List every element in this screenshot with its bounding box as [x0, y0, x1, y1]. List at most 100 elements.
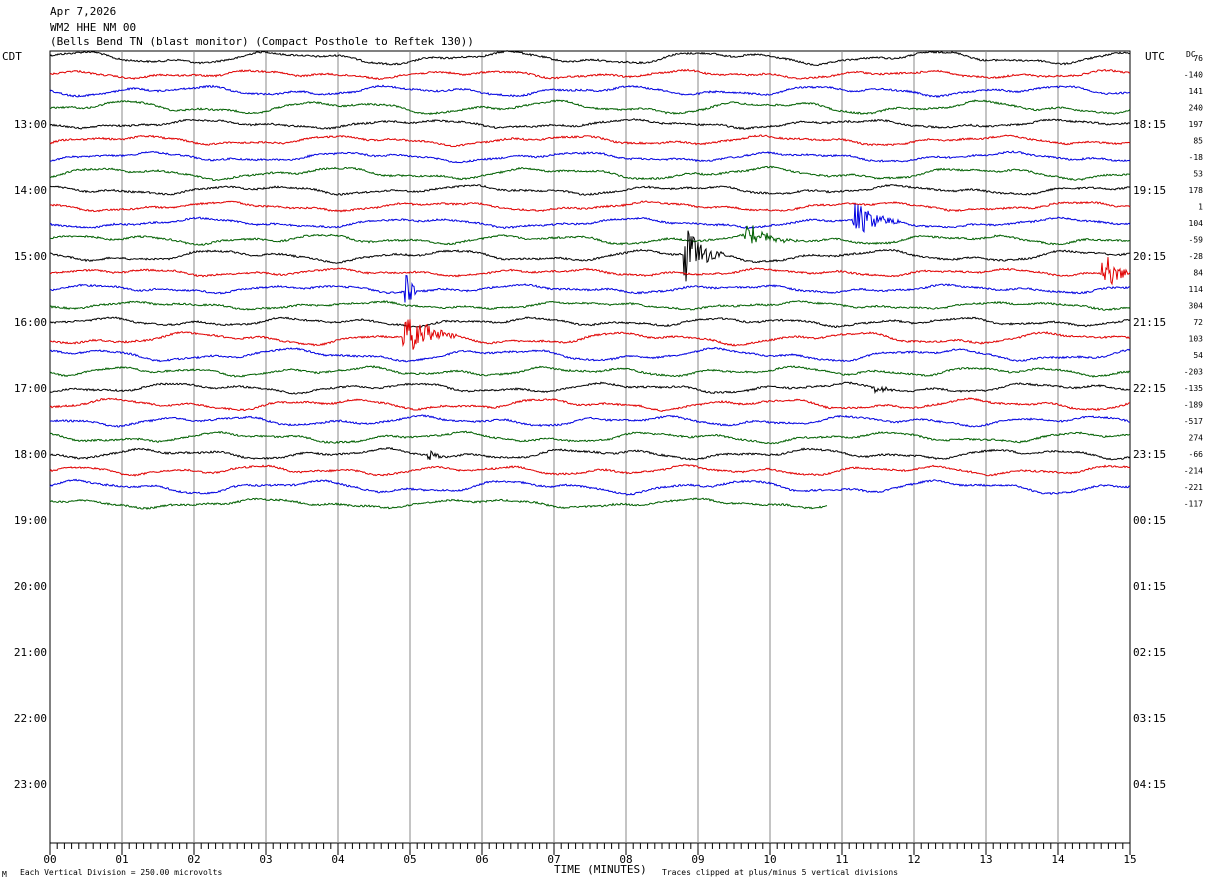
right-hour-label: 18:15 [1133, 118, 1166, 131]
dc-offset-label: -189 [1184, 401, 1203, 410]
right-hour-label: 20:15 [1133, 250, 1166, 263]
trace-row [49, 200, 1131, 213]
dc-offset-labels: 76 -140 141 240 197 85 -18 53 178 1 104 -59 -28 84 114… [1184, 54, 1203, 509]
dc-offset-label: -28 [1189, 252, 1204, 261]
right-hour-label: 19:15 [1133, 184, 1166, 197]
trace-row [49, 84, 1131, 99]
dc-offset-label: 104 [1189, 219, 1204, 228]
x-tick-label: 04 [331, 853, 345, 866]
dc-offset-label: -517 [1184, 417, 1203, 426]
x-tick-label: 03 [259, 853, 272, 866]
trace-row [49, 150, 1131, 164]
trace-row [49, 118, 1131, 131]
right-hour-label: 03:15 [1133, 712, 1166, 725]
x-tick-label: 12 [907, 853, 920, 866]
trace-row [49, 497, 828, 510]
dc-offset-label: -135 [1184, 384, 1203, 393]
dc-offset-label: 114 [1189, 285, 1204, 294]
dc-offset-label: -214 [1184, 467, 1203, 476]
header-date: Apr 7,2026 [50, 5, 116, 18]
left-hour-label: 18:00 [14, 448, 47, 461]
x-tick-label: 00 [43, 853, 56, 866]
dc-offset-label: 197 [1189, 120, 1204, 129]
trace-row [49, 134, 1131, 148]
trace-row [49, 203, 1131, 234]
dc-offset-label: 54 [1193, 351, 1203, 360]
left-hour-label: 15:00 [14, 250, 47, 263]
right-hour-label: 23:15 [1133, 448, 1166, 461]
dc-offset-label: 85 [1193, 137, 1203, 146]
right-hour-label: 01:15 [1133, 580, 1166, 593]
x-tick-labels: 00 01 02 03 04 05 06 07 08 09 10 11 12 13 14 15 [43, 853, 1136, 866]
left-hour-label: 16:00 [14, 316, 47, 329]
x-tick-label: 05 [403, 853, 416, 866]
trace-row [49, 346, 1131, 363]
trace-row [49, 184, 1131, 196]
dc-offset-label: -221 [1184, 483, 1203, 492]
x-tick-label: 11 [835, 853, 848, 866]
trace-row [49, 316, 1131, 328]
trace-row [49, 365, 1131, 378]
trace-row [49, 397, 1131, 412]
trace-row [49, 478, 1131, 496]
trace-row [49, 464, 1131, 477]
dc-offset-label: 240 [1189, 104, 1204, 113]
dc-offset-label: 304 [1189, 302, 1204, 311]
clip-note: Traces clipped at plus/minus 5 vertical … [662, 868, 898, 877]
dc-offset-label: 178 [1189, 186, 1204, 195]
dc-offset-label: -18 [1189, 153, 1204, 162]
right-hour-labels: 18:15 19:15 20:15 21:15 22:15 23:15 00:15 01:15… [1133, 118, 1166, 791]
trace-row [49, 381, 1131, 395]
x-tick-label: 13 [979, 853, 992, 866]
header-description: (Bells Bend TN (blast monitor) (Compact … [50, 35, 474, 48]
trace-row [50, 446, 1131, 461]
dc-offset-label: 53 [1193, 170, 1203, 179]
trace-row [49, 319, 1131, 350]
dc-offset-label: -203 [1184, 368, 1203, 377]
right-hour-label: 22:15 [1133, 382, 1166, 395]
seismic-traces [49, 50, 1131, 510]
right-hour-label: 00:15 [1133, 514, 1166, 527]
trace-row [49, 257, 1131, 286]
header-station: WM2 HHE NM 00 [50, 21, 136, 34]
left-hour-label: 14:00 [14, 184, 47, 197]
corner-mark: M [2, 870, 7, 879]
x-axis-label: TIME (MINUTES) [554, 863, 647, 876]
dc-offset-label: -66 [1189, 450, 1204, 459]
x-tick-label: 01 [115, 853, 128, 866]
x-tick-label: 08 [619, 853, 632, 866]
right-hour-label: 21:15 [1133, 316, 1166, 329]
dc-offset-label: -117 [1184, 500, 1203, 509]
dc-offset-label: -59 [1189, 236, 1204, 245]
x-tick-label: 02 [187, 853, 200, 866]
dc-offset-label: 1 [1198, 203, 1203, 212]
left-hour-label: 22:00 [14, 712, 47, 725]
scale-note: Each Vertical Division = 250.00 microvol… [20, 868, 222, 877]
left-hour-label: 23:00 [14, 778, 47, 791]
right-hour-label: 02:15 [1133, 646, 1166, 659]
dc-offset-label: 274 [1189, 434, 1204, 443]
left-hour-label: 13:00 [14, 118, 47, 131]
x-tick-label: 14 [1051, 853, 1065, 866]
dc-offset-label: 72 [1193, 318, 1203, 327]
dc-offset-label: -140 [1184, 71, 1203, 80]
x-tick-label: 09 [691, 853, 704, 866]
trace-row [49, 230, 1131, 282]
trace-row [49, 68, 1131, 81]
minute-grid [121, 51, 1059, 843]
trace-row [49, 99, 1131, 116]
minor-ticks [49, 843, 1131, 855]
dc-offset-label: 103 [1189, 335, 1204, 344]
trace-row [49, 225, 1131, 246]
left-hour-label: 20:00 [14, 580, 47, 593]
trace-row [49, 299, 1131, 311]
right-timezone-label: UTC [1145, 50, 1165, 63]
dc-offset-label: 84 [1193, 269, 1203, 278]
left-hour-label: 17:00 [14, 382, 47, 395]
trace-row [49, 165, 1131, 182]
left-hour-labels: 13:00 14:00 15:00 16:00 17:00 18:00 19:00 20:00… [14, 118, 47, 791]
trace-row [49, 414, 1131, 428]
x-tick-label: 07 [547, 853, 560, 866]
x-tick-label: 15 [1123, 853, 1136, 866]
